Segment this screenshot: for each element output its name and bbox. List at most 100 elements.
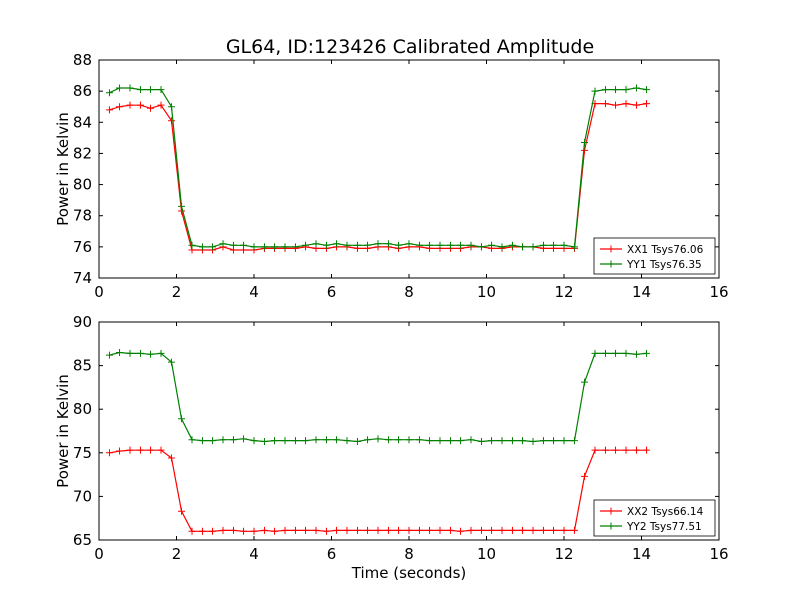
p1-series-0-point	[374, 526, 382, 534]
p1-series-1-point	[519, 437, 527, 445]
p1-series-0-point	[343, 526, 351, 534]
p1-series-0-point	[281, 526, 289, 534]
p1-series-0-point	[167, 454, 175, 462]
p1-series-0-point	[467, 526, 475, 534]
p1-series-0-point	[405, 526, 413, 534]
p0-series-1-point	[643, 86, 651, 94]
p1-series-1-point	[291, 437, 299, 445]
p0-series-1-point	[291, 243, 299, 251]
p1-series-0-point	[291, 526, 299, 534]
p1-series-0-point	[302, 526, 310, 534]
p0-series-1-point	[126, 84, 134, 92]
p1-series-1-point	[457, 437, 465, 445]
p1-x-tick-label: 6	[327, 545, 337, 563]
p1-series-1-point	[632, 350, 640, 358]
p1-series-1-point	[426, 437, 434, 445]
p0-series-0-point	[632, 101, 640, 109]
p1-series-0-point	[550, 526, 558, 534]
p0-series-1-point	[302, 241, 310, 249]
p1-series-0-point	[632, 446, 640, 454]
p1-series-1	[105, 349, 651, 445]
p1-y-axis-label: Power in Kelvin	[54, 374, 72, 488]
p0-x-tick-label: 2	[172, 283, 182, 301]
p0-series-1-point	[622, 86, 630, 94]
p0-series-1-point	[209, 243, 217, 251]
p1-series-1-point	[529, 437, 537, 445]
p1-series-1-point	[415, 436, 423, 444]
p0-x-tick-label: 8	[404, 283, 414, 301]
p0-series-0-point	[612, 101, 620, 109]
p0-y-tick-label: 76	[73, 238, 92, 256]
p1-legend-marker	[607, 507, 615, 515]
p1-series-1-point	[405, 436, 413, 444]
p1-series-1-point	[601, 349, 609, 357]
p1-series-1-point	[643, 349, 651, 357]
p1-series-0-point	[395, 526, 403, 534]
p1-series-0-point	[384, 526, 392, 534]
p0-series-1-point	[353, 241, 361, 249]
p0-series-1-point	[312, 240, 320, 248]
p0-series-1-point	[415, 241, 423, 249]
p1-x-tick-label: 16	[709, 545, 728, 563]
p1-series-1-point	[343, 437, 351, 445]
p1-series-0-point	[260, 526, 268, 534]
p0-series-1-point	[488, 241, 496, 249]
p0-series-1-point	[457, 241, 465, 249]
p0-series-1-point	[229, 241, 237, 249]
p1-series-0-point	[312, 526, 320, 534]
p1-series-0-point	[622, 446, 630, 454]
p0-series-1-point	[281, 243, 289, 251]
p1-series-1-point	[209, 437, 217, 445]
p1-series-1-point	[302, 437, 310, 445]
p1-series-1-point	[178, 415, 186, 423]
p1-series-0-point	[581, 472, 589, 480]
p1-series-0-point	[446, 526, 454, 534]
p1-series-0-point	[457, 527, 465, 535]
p0-series-1-point	[539, 241, 547, 249]
p0-series-0-point	[136, 101, 144, 109]
p0-series-1-point	[105, 89, 113, 97]
p0-series-1-point	[384, 240, 392, 248]
p1-series-0-point	[498, 526, 506, 534]
p0-y-tick-label: 86	[73, 82, 92, 100]
p0-series-1-point	[519, 243, 527, 251]
p0-legend-label: XX1 Tsys76.06	[627, 244, 704, 256]
p1-series-1-point	[612, 349, 620, 357]
p1-y-tick-label: 80	[73, 400, 92, 418]
p1-series-1-point	[271, 437, 279, 445]
p1-legend-box	[593, 499, 716, 537]
p0-y-tick-label: 78	[73, 207, 92, 225]
p1-legend: XX2 Tsys66.14 YY2 Tsys77.51	[593, 499, 716, 537]
p1-series-0-point	[353, 526, 361, 534]
p0-series-1-point	[477, 243, 485, 251]
p0-series-1-point	[601, 86, 609, 94]
p0-series-1-point	[364, 241, 372, 249]
p0-series-1-point	[436, 241, 444, 249]
p0-series-1-point	[333, 240, 341, 248]
p0-y-tick-label: 84	[73, 113, 92, 131]
p0-series-1-point	[632, 84, 640, 92]
p1-series-0-point	[322, 527, 330, 535]
p1-series-0-point	[116, 447, 124, 455]
p0-x-tick-label: 6	[327, 283, 337, 301]
p0-series-1-point	[498, 243, 506, 251]
p0-series-1-point	[188, 241, 196, 249]
p1-series-0-point	[250, 527, 258, 535]
p1-series-1-point	[477, 437, 485, 445]
p0-legend-label: YY1 Tsys76.35	[626, 259, 702, 271]
p1-x-tick-label: 14	[632, 545, 651, 563]
p0-series-1-point	[250, 243, 258, 251]
p1-series-0-point	[643, 446, 651, 454]
p1-series-1-point	[147, 350, 155, 358]
p1-legend-marker	[607, 522, 615, 530]
p0-y-tick-label: 88	[73, 51, 92, 69]
p1-series-1-point	[281, 437, 289, 445]
p0-series-1-point	[426, 241, 434, 249]
p1-series-0-point	[529, 526, 537, 534]
p0-series-1-point	[167, 103, 175, 111]
p0-series-0-point	[126, 101, 134, 109]
p1-series-1-point	[157, 349, 165, 357]
p0-series-1-point	[508, 241, 516, 249]
p1-series-0-point	[147, 446, 155, 454]
